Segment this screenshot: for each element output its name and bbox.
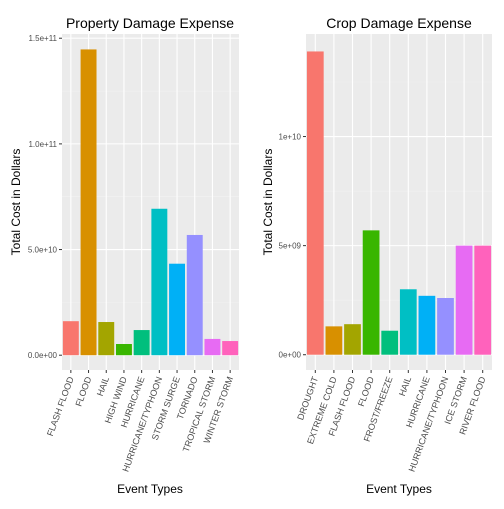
y-tick-label: 1.0e+11 (28, 140, 57, 149)
bar (306, 51, 324, 355)
bar (62, 321, 79, 356)
bars (62, 49, 239, 356)
bar (418, 295, 436, 355)
panel-title: Crop Damage Expense (326, 15, 472, 31)
bar (115, 344, 132, 356)
y-tick-label: 0.0e+00 (28, 351, 58, 360)
bar (222, 341, 239, 356)
bar (186, 234, 203, 356)
panel-title: Property Damage Expense (66, 15, 234, 31)
bar (474, 245, 492, 355)
x-axis-label: Event Types (117, 482, 183, 496)
y-axis-label: Total Cost in Dollars (261, 149, 275, 256)
bar (455, 245, 473, 355)
bar (399, 289, 417, 355)
bars (306, 51, 492, 355)
bar (204, 338, 221, 356)
y-axis-ticks: 0e+00 5e+09 1e+10 (279, 133, 306, 360)
x-axis-label: Event Types (366, 482, 432, 496)
y-axis-label: Total Cost in Dollars (9, 149, 23, 256)
bar (98, 322, 115, 356)
bar (344, 324, 361, 355)
bar (80, 49, 97, 356)
y-tick-label: 1.5e+11 (28, 34, 57, 43)
bar (381, 330, 399, 355)
y-tick-label: 5e+09 (279, 242, 302, 251)
y-tick-label: 1e+10 (279, 133, 302, 142)
bar (325, 326, 343, 355)
y-axis-ticks: 0.0e+00 5.0e+10 1.0e+11 1.5e+11 (28, 34, 62, 360)
bar (437, 298, 454, 355)
bar (169, 263, 186, 356)
bar (151, 208, 168, 356)
y-tick-label: 0e+00 (279, 351, 302, 360)
bar (133, 330, 150, 356)
bar (362, 230, 380, 355)
y-tick-label: 5.0e+10 (28, 246, 58, 255)
